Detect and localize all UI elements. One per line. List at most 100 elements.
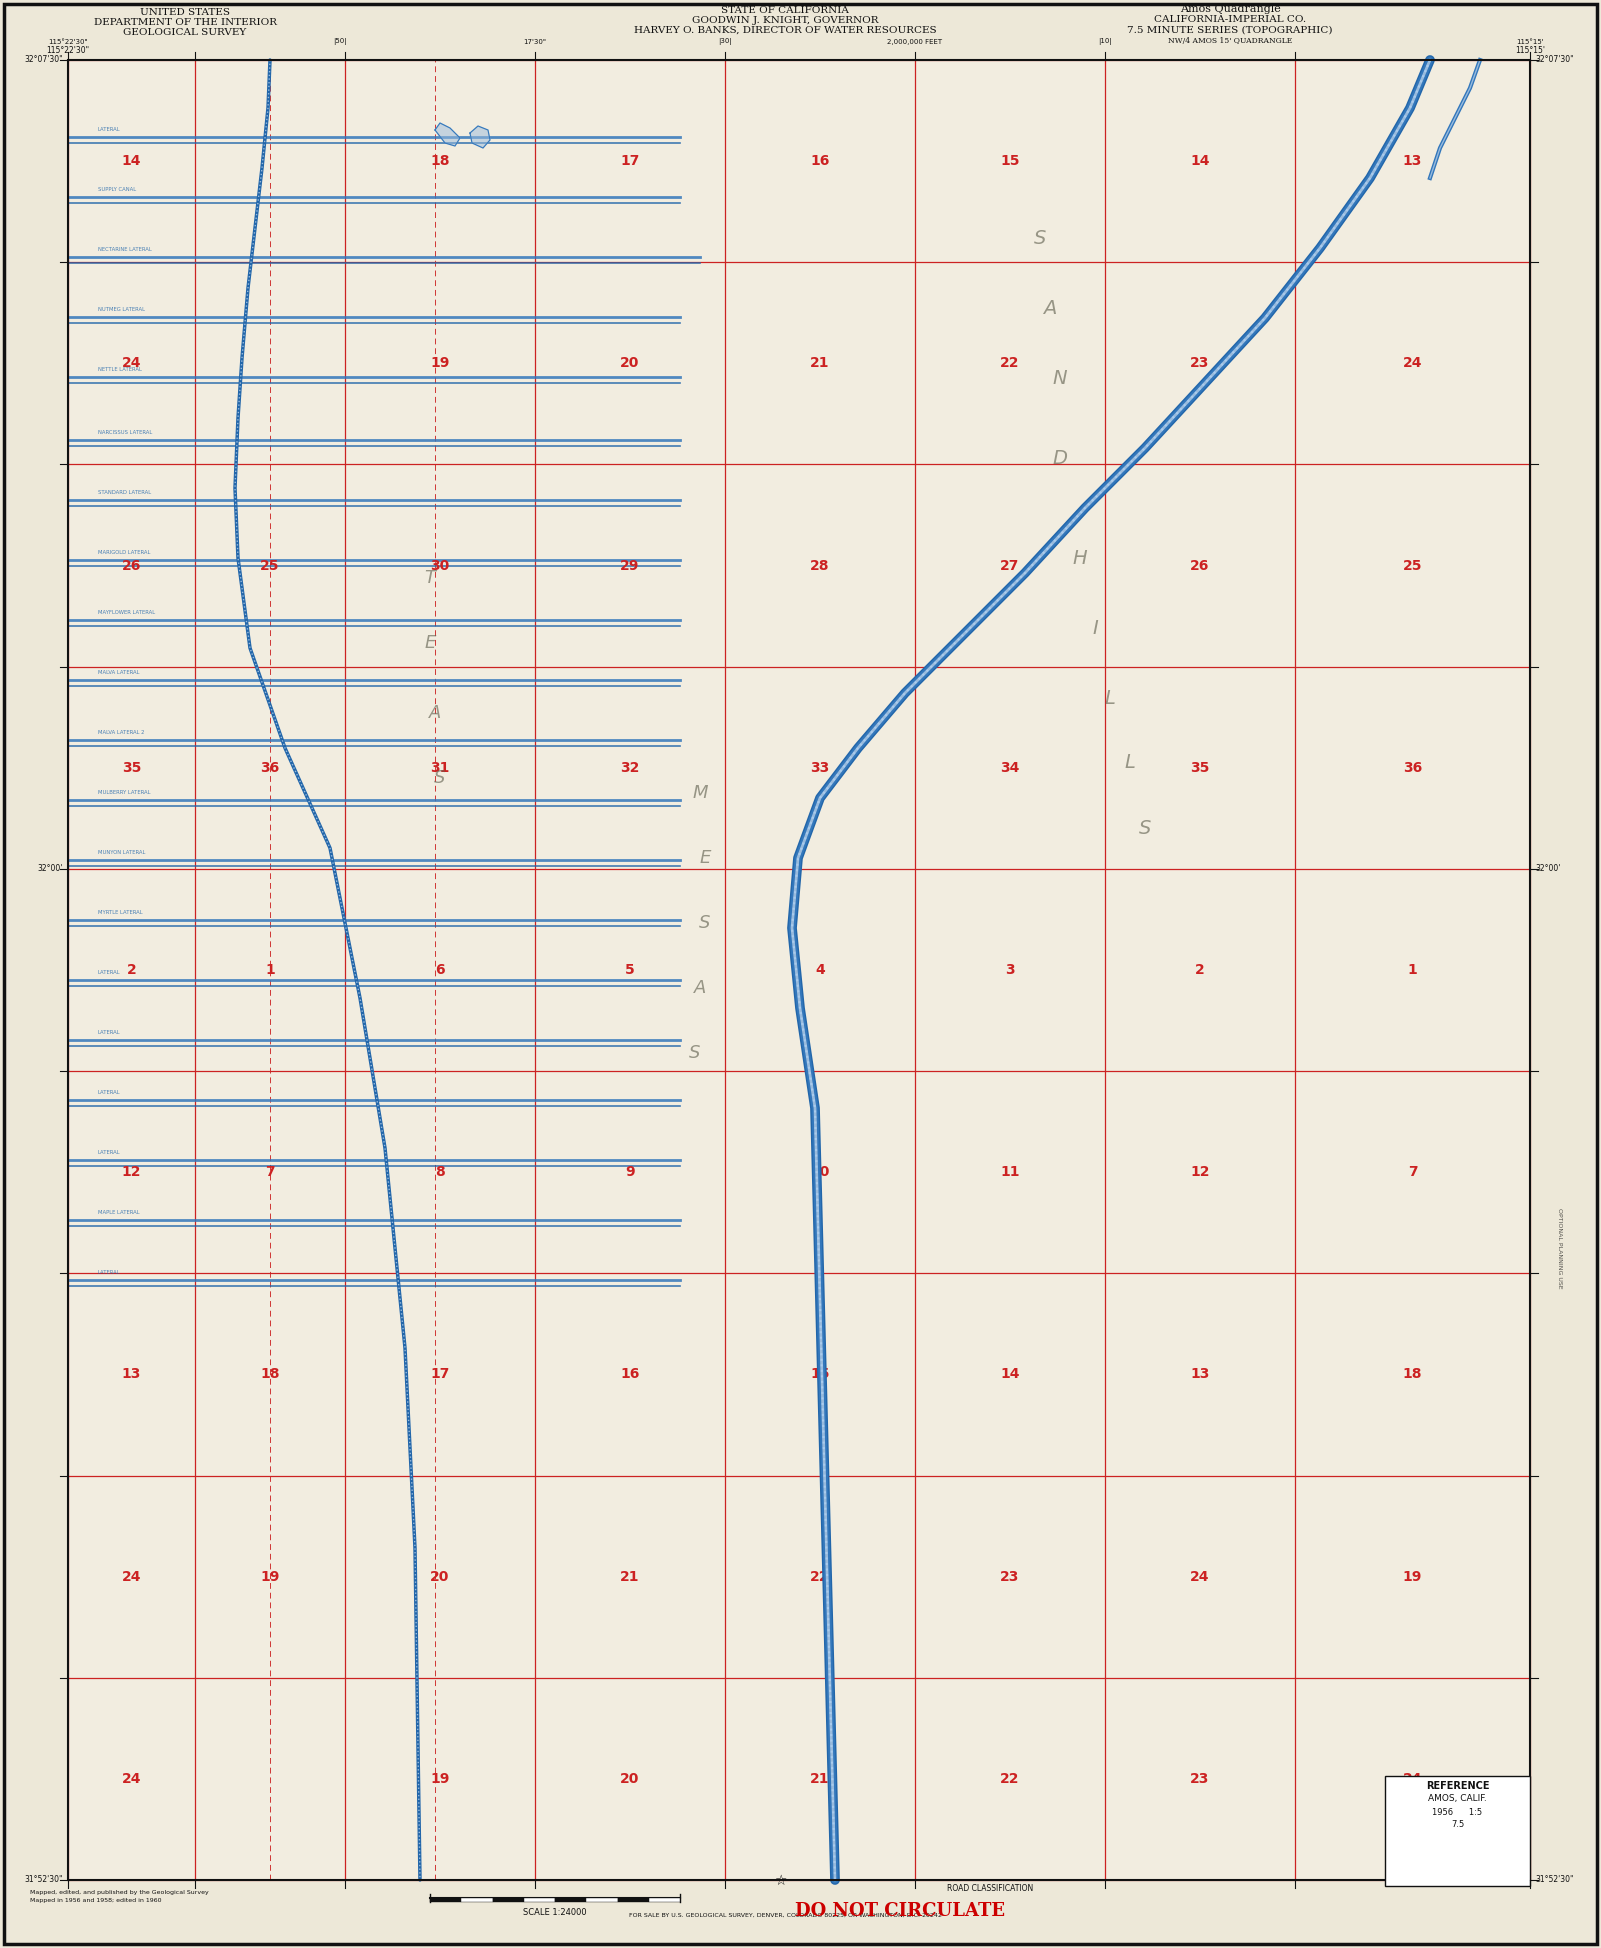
Text: MUNYON LATERAL: MUNYON LATERAL [98, 849, 146, 855]
Text: 5: 5 [624, 962, 636, 978]
Text: 19: 19 [431, 1773, 450, 1786]
Text: E: E [700, 849, 711, 867]
Text: MAYFLOWER LATERAL: MAYFLOWER LATERAL [98, 610, 155, 616]
Text: 24: 24 [122, 1570, 141, 1584]
Bar [493, 1897, 524, 1901]
Text: 35: 35 [1190, 762, 1210, 775]
Polygon shape [471, 127, 490, 148]
Text: 17: 17 [620, 154, 640, 168]
Text: 13: 13 [1402, 154, 1422, 168]
Text: 7.5: 7.5 [1451, 1819, 1465, 1829]
Text: 24: 24 [1402, 1773, 1422, 1786]
Text: DO NOT CIRCULATE: DO NOT CIRCULATE [796, 1901, 1005, 1921]
Text: STATE OF CALIFORNIA: STATE OF CALIFORNIA [720, 6, 849, 16]
Text: 31: 31 [431, 762, 450, 775]
Text: 19: 19 [261, 1570, 280, 1584]
Text: A: A [1044, 298, 1057, 318]
Text: S: S [434, 769, 445, 787]
Text: 18: 18 [431, 154, 450, 168]
Text: 11: 11 [1001, 1165, 1020, 1179]
Text: 32°00': 32°00' [38, 865, 62, 873]
Bar [461, 1897, 493, 1901]
Text: A: A [429, 703, 442, 723]
Text: 2: 2 [126, 962, 136, 978]
Text: 14: 14 [1001, 1367, 1020, 1381]
Text: N: N [1053, 368, 1068, 388]
Text: MALVA LATERAL: MALVA LATERAL [98, 670, 139, 676]
Text: 22: 22 [810, 1570, 829, 1584]
Text: OPTIONAL PLANNING USE: OPTIONAL PLANNING USE [1558, 1208, 1563, 1288]
Text: S: S [1034, 228, 1045, 247]
Text: STANDARD LATERAL: STANDARD LATERAL [98, 491, 150, 495]
Text: 36: 36 [1402, 762, 1422, 775]
Text: DEPARTMENT OF THE INTERIOR: DEPARTMENT OF THE INTERIOR [93, 18, 277, 27]
Text: 14: 14 [1190, 154, 1210, 168]
Text: 7: 7 [266, 1165, 275, 1179]
Text: 115°22'30": 115°22'30" [46, 47, 90, 55]
Text: 29: 29 [620, 559, 640, 573]
Bar [648, 1897, 680, 1901]
Text: 24: 24 [122, 1773, 141, 1786]
Text: 27: 27 [1001, 559, 1020, 573]
Text: 24: 24 [1190, 1570, 1210, 1584]
Text: 18: 18 [261, 1367, 280, 1381]
Text: ☆: ☆ [773, 1874, 786, 1888]
Text: GOODWIN J. KNIGHT, GOVERNOR: GOODWIN J. KNIGHT, GOVERNOR [692, 16, 879, 25]
Text: 20: 20 [620, 1773, 640, 1786]
Text: 17: 17 [431, 1367, 450, 1381]
Text: NECTARINE LATERAL: NECTARINE LATERAL [98, 247, 152, 251]
Text: 32: 32 [620, 762, 640, 775]
Text: LATERAL: LATERAL [98, 970, 120, 976]
Text: 7.5 MINUTE SERIES (TOPOGRAPHIC): 7.5 MINUTE SERIES (TOPOGRAPHIC) [1127, 25, 1332, 35]
Text: 115°15': 115°15' [1516, 39, 1543, 45]
Text: REFERENCE: REFERENCE [1426, 1780, 1489, 1790]
Text: S: S [1138, 818, 1151, 838]
Text: |30|: |30| [719, 39, 732, 45]
Text: Amos Quadrangle: Amos Quadrangle [1180, 4, 1281, 14]
Text: 21: 21 [810, 1773, 829, 1786]
Text: E: E [424, 633, 435, 653]
Text: 18: 18 [1402, 1367, 1422, 1381]
Text: 31°52'30": 31°52'30" [1535, 1876, 1574, 1884]
Text: 2,000,000 FEET: 2,000,000 FEET [887, 39, 943, 45]
Text: 8: 8 [435, 1165, 445, 1179]
Text: 36: 36 [261, 762, 280, 775]
Text: MALVA LATERAL 2: MALVA LATERAL 2 [98, 730, 144, 734]
Text: CALIFORNIA-IMPERIAL CO.: CALIFORNIA-IMPERIAL CO. [1154, 16, 1306, 23]
Text: 32°07'30": 32°07'30" [1535, 55, 1574, 64]
Bar [431, 1897, 461, 1901]
Text: 6: 6 [435, 962, 445, 978]
Text: AMOS, CALIF.: AMOS, CALIF. [1428, 1794, 1487, 1804]
Text: T: T [424, 569, 435, 586]
Text: 15: 15 [810, 1367, 829, 1381]
Text: L: L [1124, 754, 1135, 773]
Text: H: H [1073, 549, 1087, 567]
Text: NARCISSUS LATERAL: NARCISSUS LATERAL [98, 431, 152, 434]
Text: |50|: |50| [333, 39, 347, 45]
Text: MULBERRY LATERAL: MULBERRY LATERAL [98, 791, 150, 795]
Text: 31°52'30": 31°52'30" [24, 1876, 62, 1884]
Text: 12: 12 [1190, 1165, 1210, 1179]
Text: 16: 16 [620, 1367, 640, 1381]
Text: LATERAL: LATERAL [98, 1030, 120, 1034]
Polygon shape [435, 123, 459, 146]
Text: 115°15': 115°15' [1515, 47, 1545, 55]
Text: |10|: |10| [1098, 39, 1111, 45]
Text: 115°22'30": 115°22'30" [48, 39, 88, 45]
Text: LATERAL: LATERAL [98, 1270, 120, 1276]
Text: 9: 9 [624, 1165, 636, 1179]
Text: SCALE 1:24000: SCALE 1:24000 [524, 1907, 588, 1917]
Text: 19: 19 [1402, 1570, 1422, 1584]
Text: UNITED STATES: UNITED STATES [139, 8, 231, 18]
Bar [556, 1897, 586, 1901]
Text: S: S [690, 1044, 701, 1062]
Text: NW/4 AMOS 15' QUADRANGLE: NW/4 AMOS 15' QUADRANGLE [1167, 37, 1292, 45]
Bar [618, 1897, 648, 1901]
Text: 13: 13 [1190, 1367, 1210, 1381]
Text: 32°00': 32°00' [1535, 865, 1561, 873]
Text: 23: 23 [1001, 1570, 1020, 1584]
Text: NETTLE LATERAL: NETTLE LATERAL [98, 366, 142, 372]
Text: 35: 35 [122, 762, 141, 775]
Text: 33: 33 [810, 762, 829, 775]
Text: 20: 20 [431, 1570, 450, 1584]
